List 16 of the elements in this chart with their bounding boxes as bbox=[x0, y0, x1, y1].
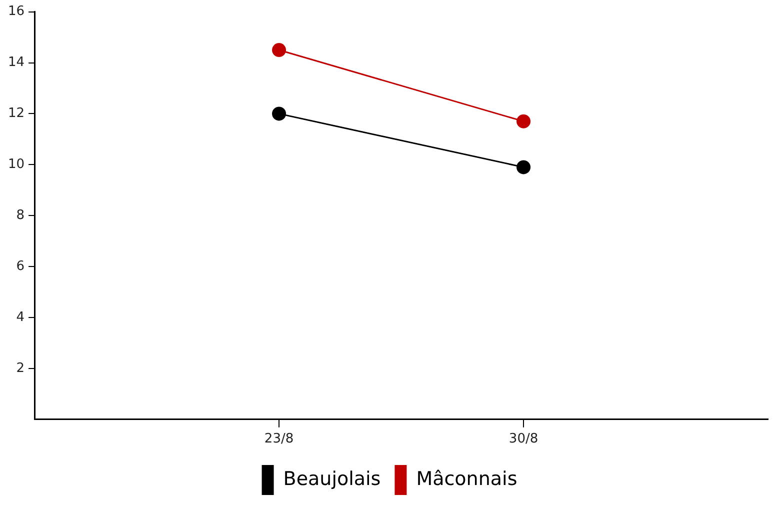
y-tick-label: 4 bbox=[16, 310, 25, 325]
y-tick-label: 10 bbox=[8, 157, 25, 172]
legend-label: Mâconnais bbox=[416, 468, 518, 490]
point bbox=[516, 160, 531, 174]
y-tick-label: 12 bbox=[8, 106, 25, 122]
y-tick-label: 14 bbox=[8, 55, 25, 70]
x-tick-label: 23/8 bbox=[264, 432, 294, 447]
point bbox=[272, 43, 286, 58]
point bbox=[272, 106, 286, 121]
y-tick-label: 8 bbox=[16, 208, 25, 223]
y-tick-label: 16 bbox=[8, 4, 25, 20]
y-tick-label: 2 bbox=[16, 360, 25, 376]
x-tick-label: 30/8 bbox=[508, 432, 538, 447]
legend-label: Beaujolais bbox=[283, 468, 381, 490]
y-tick-label: 6 bbox=[16, 258, 25, 274]
point bbox=[516, 114, 531, 128]
